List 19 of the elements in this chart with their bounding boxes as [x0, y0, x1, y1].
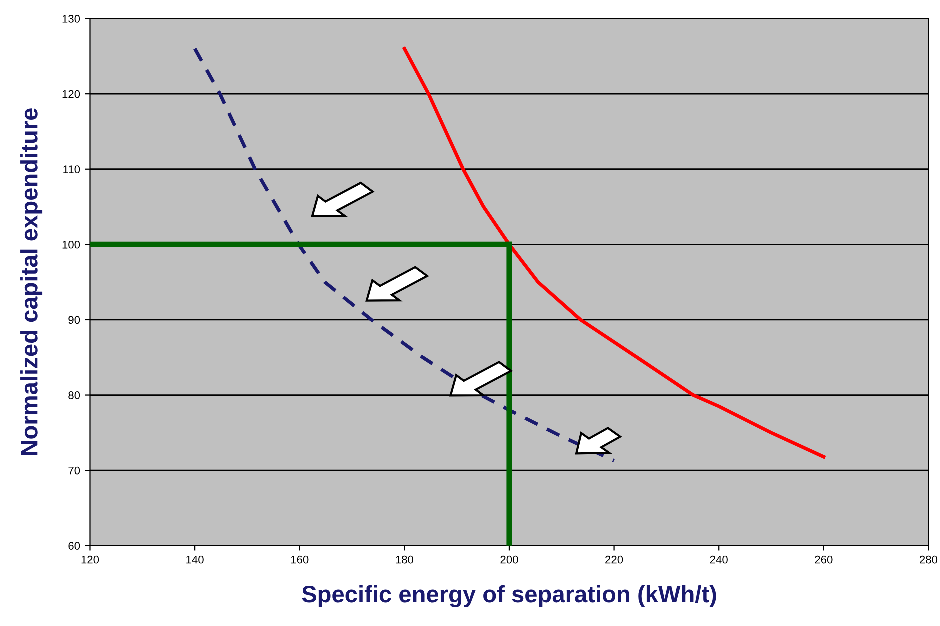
y-tick-label: 80	[68, 392, 80, 400]
x-tick-label: 160	[291, 556, 309, 564]
x-tick-label: 200	[500, 556, 518, 564]
y-tick-label: 120	[62, 90, 80, 98]
y-tick-label: 100	[62, 240, 80, 249]
y-tick-label: 60	[68, 542, 80, 550]
x-tick-label: 140	[186, 556, 204, 564]
y-tick-label: 90	[68, 316, 80, 324]
x-tick-label: 280	[920, 556, 938, 564]
y-axis-title: Normalized capital expenditure	[20, 108, 43, 456]
x-tick-label: 120	[82, 556, 100, 564]
x-axis-title: Specific energy of separation (kWh/t)	[302, 585, 716, 608]
y-tick-label: 70	[68, 466, 80, 475]
x-tick-label: 180	[396, 556, 414, 564]
y-tick-label: 110	[64, 166, 80, 174]
x-tick-label: 240	[710, 556, 728, 564]
x-tick-label: 260	[815, 556, 833, 564]
y-tick-label: 130	[62, 15, 80, 23]
x-tick-label: 220	[606, 556, 624, 564]
